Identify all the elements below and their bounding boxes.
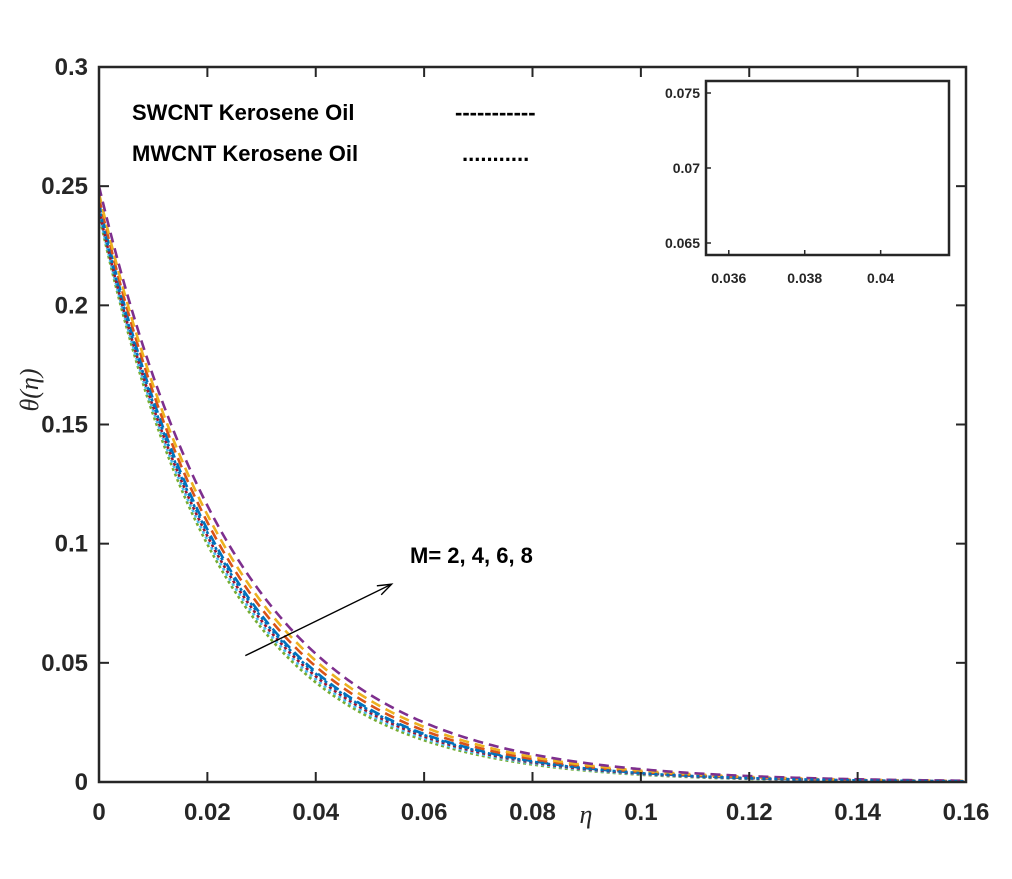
y-tick-label: 0 [75, 769, 88, 796]
x-tick-label: 0.08 [509, 799, 556, 826]
y-tick-label: 0.15 [41, 412, 88, 439]
series-line-7 [99, 209, 966, 782]
inset-y-tick-label: 0.065 [665, 235, 700, 251]
annotation: M= 2, 4, 6, 8 [244, 543, 533, 657]
legend-sample-swcnt: ----------- [455, 100, 536, 125]
inset-y-tick-label: 0.075 [665, 85, 700, 101]
y-tick-label: 0.3 [55, 54, 88, 81]
x-tick-label: 0.12 [726, 799, 773, 826]
x-tick-label: 0.02 [184, 799, 231, 826]
inset-x-tick-label: 0.036 [711, 270, 746, 286]
inset-frame [704, 79, 951, 257]
y-tick-label: 0.1 [55, 531, 88, 558]
x-axis-label: η [580, 800, 593, 829]
annotation-text: M= 2, 4, 6, 8 [410, 543, 533, 568]
x-tick-label: 0.1 [624, 799, 657, 826]
y-tick-label: 0.25 [41, 173, 88, 200]
legend-label-mwcnt: MWCNT Kerosene Oil [132, 141, 358, 166]
inset-x-tick-label: 0.04 [867, 270, 894, 286]
inset-plot-area [706, 81, 949, 255]
legend-sample-mwcnt: ........... [462, 141, 529, 166]
x-tick-label: 0 [92, 799, 105, 826]
annotation-arrow-shaft [244, 583, 392, 657]
plot-frame [97, 65, 968, 784]
y-tick-label: 0.2 [55, 292, 88, 319]
y-tick-label: 0.05 [41, 650, 88, 677]
y-axis-label: θ(η) [15, 369, 44, 412]
inset-y-tick-label: 0.07 [673, 160, 700, 176]
inset-x-tick-label: 0.038 [787, 270, 822, 286]
legend-label-swcnt: SWCNT Kerosene Oil [132, 100, 354, 125]
x-tick-label: 0.06 [401, 799, 448, 826]
x-tick-label: 0.16 [943, 799, 990, 826]
series-line-6 [99, 212, 966, 782]
x-tick-label: 0.14 [834, 799, 881, 826]
annotation-arrow-head [376, 583, 394, 596]
x-tick-label: 0.04 [292, 799, 339, 826]
legend: SWCNT Kerosene Oil ----------- MWCNT Ker… [132, 100, 536, 166]
